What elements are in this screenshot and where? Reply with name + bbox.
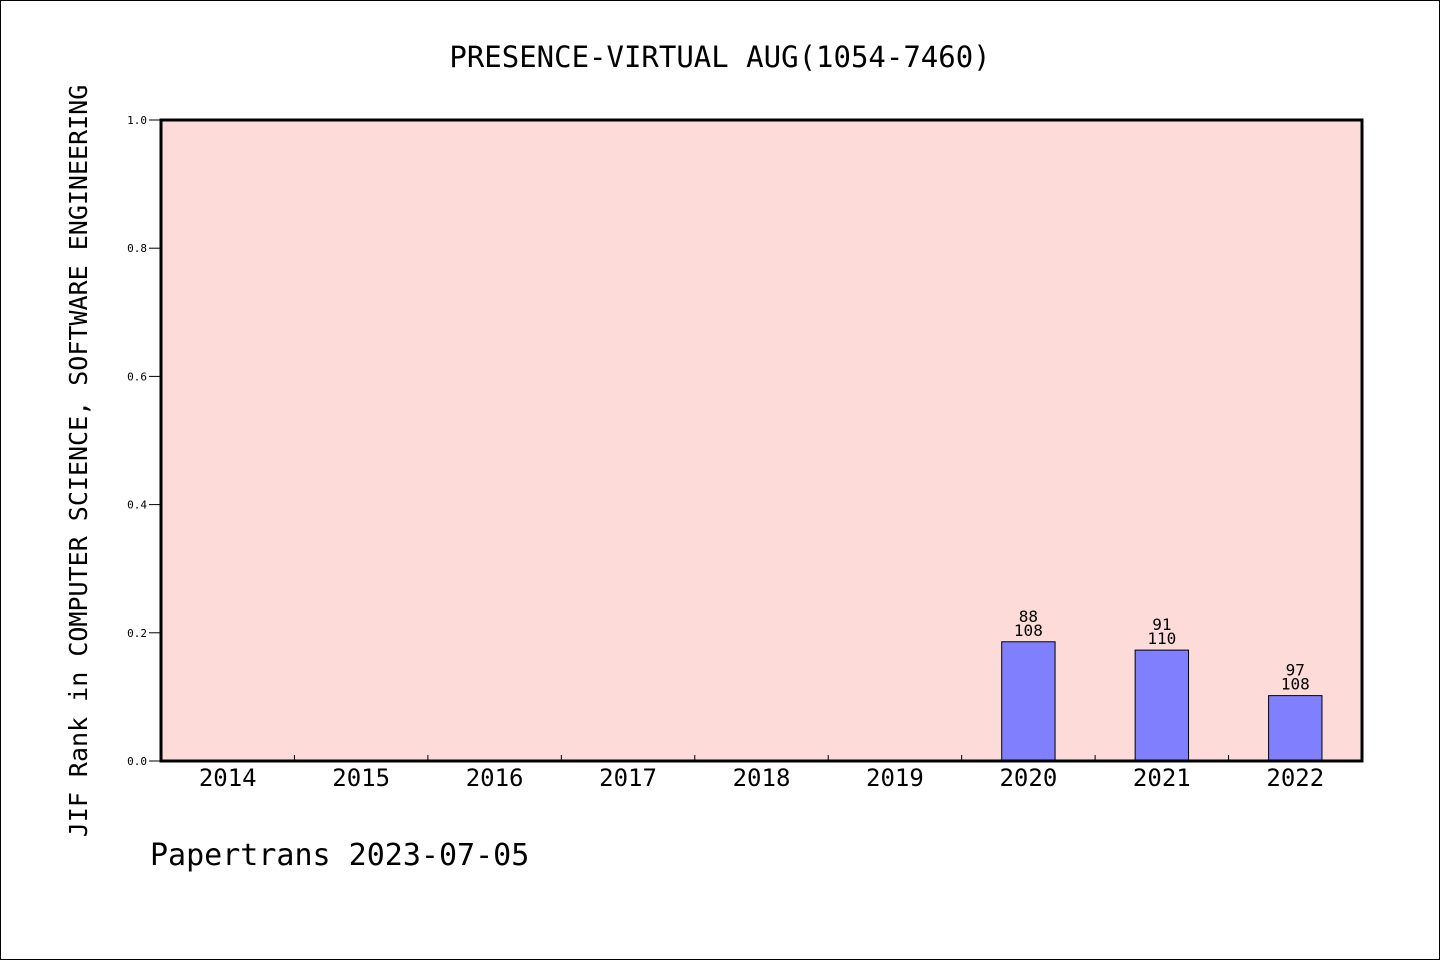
x-tick-label: 2019 [866,764,924,792]
footer-credit: Papertrans 2023-07-05 [150,838,529,873]
x-tick-label: 2018 [733,764,791,792]
y-axis-label: JIF Rank in COMPUTER SCIENCE, SOFTWARE E… [64,85,93,838]
bar-2022 [1268,695,1323,762]
bar-rank-label: 88 [1019,607,1038,626]
x-axis-ticks: 2014 2015 2016 2017 2018 2019 2020 2021 2022 [199,755,1324,792]
bar-rank-label: 91 [1152,615,1171,634]
y-tick-label: 0.0 [127,755,147,768]
bar-2020 [1001,641,1056,762]
bars [1001,641,1323,762]
bar-total-label: 108 [1014,621,1043,640]
chart-title: PRESENCE-VIRTUAL AUG(1054-7460) [449,40,990,74]
bar-total-label: 110 [1147,629,1176,648]
y-tick-label: 1.0 [127,114,147,127]
x-tick-label: 2022 [1266,764,1324,792]
x-tick-label: 2017 [599,764,657,792]
bar-total-label: 108 [1281,675,1310,694]
y-tick-label: 0.8 [127,242,147,255]
x-tick-label: 2016 [466,764,524,792]
x-tick-label: 2014 [199,764,257,792]
y-tick-label: 0.6 [127,370,147,383]
y-tick-label: 0.2 [127,627,147,640]
bar-rank-label: 97 [1286,661,1305,680]
plot-border [159,118,1364,763]
y-tick-label: 0.4 [127,499,147,512]
y-axis-ticks: 0.0 0.2 0.4 0.6 0.8 1.0 [127,114,161,768]
x-tick-label: 2020 [999,764,1057,792]
x-tick-label: 2015 [332,764,390,792]
x-tick-label: 2021 [1133,764,1191,792]
bar-2021 [1134,649,1190,762]
